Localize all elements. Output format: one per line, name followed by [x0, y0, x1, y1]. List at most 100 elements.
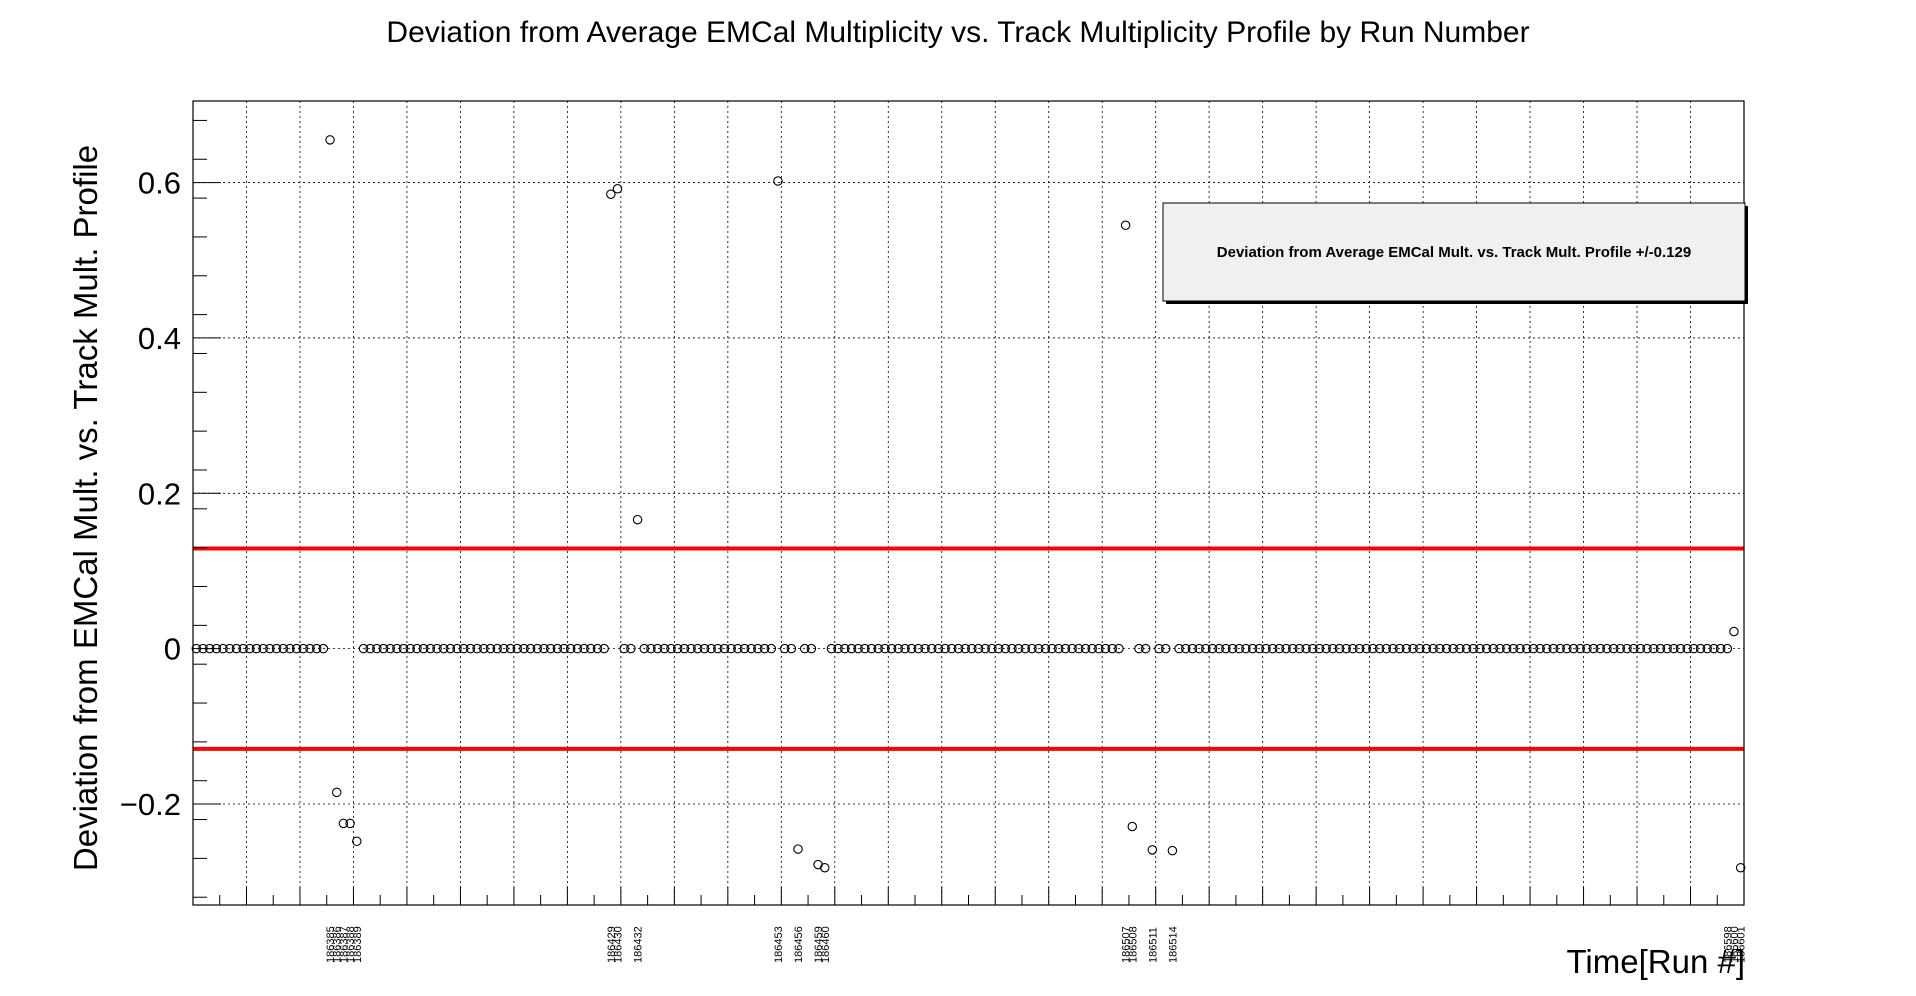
data-point [766, 643, 777, 654]
data-point [1675, 643, 1686, 654]
outlier-point [1120, 220, 1131, 231]
y-tick-label: 0.6 [138, 166, 181, 201]
data-point [311, 643, 322, 654]
data-point [1521, 643, 1532, 654]
data-point [1314, 643, 1325, 654]
data-point [1007, 643, 1017, 654]
data-point [1254, 643, 1265, 654]
run-label: 186387 [338, 926, 350, 963]
data-point [1535, 643, 1545, 654]
data-point [900, 643, 910, 654]
outlier-point [325, 135, 335, 145]
data-point [786, 643, 797, 654]
data-point [806, 643, 817, 654]
outlier-point [1722, 643, 1733, 654]
data-point [987, 643, 997, 654]
data-point [1582, 643, 1592, 654]
run-label: 186511 [1147, 927, 1159, 963]
data-point [679, 643, 690, 654]
data-point [846, 643, 857, 654]
data-point [1361, 643, 1372, 654]
data-point [799, 643, 810, 654]
data-point [833, 643, 843, 654]
data-point [860, 643, 870, 654]
data-point [1114, 643, 1124, 654]
run-label: 186389 [352, 926, 364, 963]
run-label: 186459 [813, 926, 825, 963]
data-point [1468, 643, 1478, 654]
data-point [1221, 643, 1231, 654]
data-point [746, 643, 756, 654]
data-point [358, 643, 369, 654]
data-point [318, 643, 329, 654]
data-point [840, 643, 850, 654]
data-point [1308, 643, 1318, 654]
data-point [398, 643, 409, 654]
data-point [1214, 643, 1224, 654]
outlier-point [632, 514, 643, 525]
data-point [626, 643, 636, 654]
data-point [298, 643, 309, 654]
data-point [726, 643, 736, 654]
data-point [1682, 643, 1692, 654]
data-point [539, 643, 549, 654]
data-point [1394, 643, 1405, 654]
data-point [586, 643, 596, 654]
run-label: 186514 [1167, 926, 1179, 963]
data-point [438, 643, 449, 654]
data-point [425, 643, 436, 654]
data-point [980, 643, 990, 654]
data-point [1261, 643, 1271, 654]
data-point [1548, 643, 1559, 654]
data-point [1495, 643, 1505, 654]
data-point [1301, 643, 1311, 654]
data-point [1635, 643, 1646, 654]
x-axis [192, 887, 1745, 905]
data-point [485, 643, 496, 654]
data-point [953, 643, 964, 654]
data-point [993, 643, 1004, 654]
run-label: 186460 [820, 926, 832, 963]
data-point [646, 643, 656, 654]
run-label: 186507 [1121, 926, 1133, 963]
outlier-point [338, 818, 349, 829]
data-point [960, 643, 970, 654]
data-point [1669, 643, 1679, 654]
outlier-point [793, 844, 803, 854]
data-point [1354, 643, 1365, 654]
data-point [1421, 643, 1432, 654]
data-point [866, 643, 877, 654]
run-label: 186600 [1729, 926, 1741, 963]
data-point [699, 643, 710, 654]
data-point [1475, 643, 1485, 654]
run-label: 186453 [773, 926, 785, 963]
y-tick-label: 0.4 [138, 321, 181, 356]
data-point [1181, 643, 1191, 654]
data-point [1094, 643, 1104, 654]
data-point [1274, 643, 1285, 654]
data-point [1642, 643, 1652, 654]
data-point [733, 643, 743, 654]
data-point [265, 643, 275, 654]
data-point [231, 643, 242, 654]
threshold-lines [193, 546, 1744, 751]
data-point [1408, 643, 1418, 654]
data-point [552, 643, 563, 654]
data-point [305, 643, 315, 654]
run-label: 186386 [332, 926, 344, 963]
data-point [973, 643, 984, 654]
outlier-point [331, 787, 342, 798]
data-point [706, 643, 716, 654]
outlier-point [612, 184, 623, 194]
data-point [432, 643, 442, 654]
data-point [1662, 643, 1672, 654]
data-point [565, 643, 576, 654]
data-point [599, 643, 609, 654]
data-point [479, 643, 489, 654]
data-point [1715, 643, 1726, 654]
y-tick-label: −0.2 [120, 787, 181, 822]
data-point [1047, 643, 1057, 654]
data-point [271, 643, 282, 654]
data-point [619, 643, 629, 654]
data-point [385, 643, 395, 654]
